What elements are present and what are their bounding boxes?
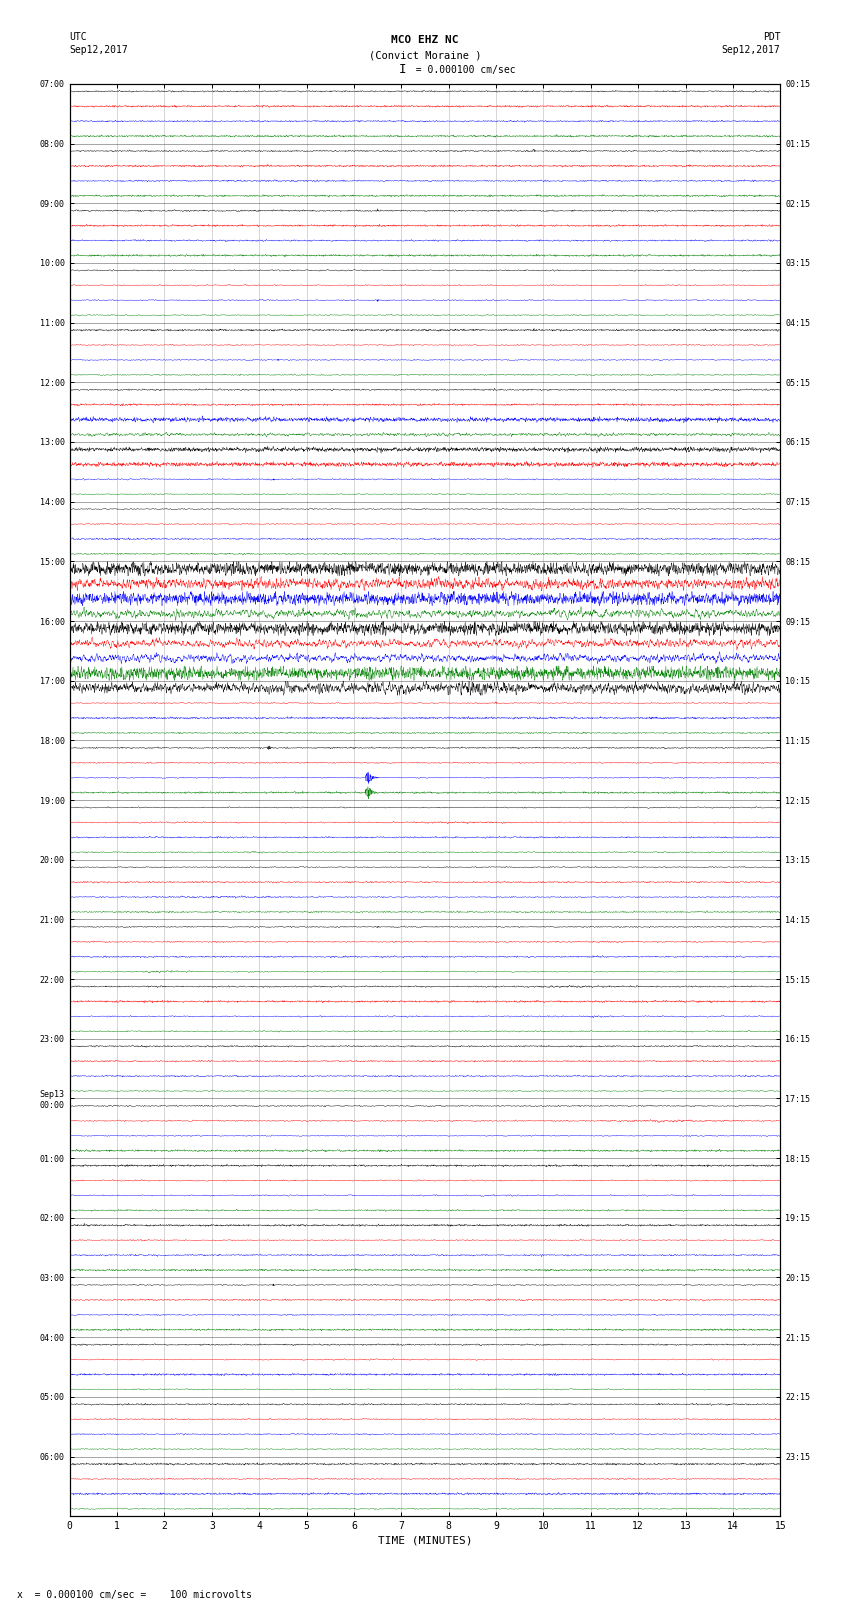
Text: MCO EHZ NC: MCO EHZ NC — [391, 35, 459, 45]
Text: Sep12,2017: Sep12,2017 — [722, 45, 780, 55]
Text: = 0.000100 cm/sec: = 0.000100 cm/sec — [404, 65, 515, 74]
Text: UTC: UTC — [70, 32, 88, 42]
Text: (Convict Moraine ): (Convict Moraine ) — [369, 50, 481, 60]
Text: Sep12,2017: Sep12,2017 — [70, 45, 128, 55]
Text: I: I — [399, 63, 405, 76]
Text: PDT: PDT — [762, 32, 780, 42]
Text: x  = 0.000100 cm/sec =    100 microvolts: x = 0.000100 cm/sec = 100 microvolts — [17, 1590, 252, 1600]
X-axis label: TIME (MINUTES): TIME (MINUTES) — [377, 1536, 473, 1545]
